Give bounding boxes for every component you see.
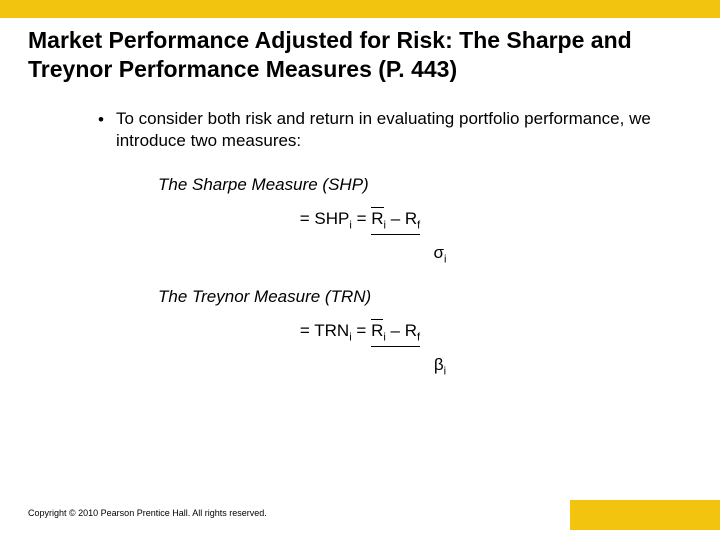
treynor-rf-sub: f: [417, 332, 420, 344]
sharpe-minus: – R: [386, 209, 417, 228]
treynor-rbar: R: [371, 321, 383, 341]
sharpe-eq: =: [352, 209, 371, 228]
bullet-marker: •: [98, 110, 104, 154]
sharpe-measure-name: The Sharpe Measure (SHP): [158, 175, 692, 195]
sharpe-rbar: R: [371, 209, 383, 229]
sharpe-formula: = SHPi = Ri – Rf: [28, 209, 692, 234]
page-title: Market Performance Adjusted for Risk: Th…: [28, 26, 692, 84]
treynor-eq: =: [352, 321, 371, 340]
top-accent-bar: [0, 0, 720, 18]
bullet-item: • To consider both risk and return in ev…: [98, 108, 662, 154]
treynor-denom-sym: β: [434, 355, 444, 374]
slide-content: Market Performance Adjusted for Risk: Th…: [0, 18, 720, 377]
sharpe-rf-sub: f: [417, 220, 420, 232]
sharpe-denom-sym: σ: [434, 243, 445, 262]
treynor-lhs: = TRN: [300, 321, 349, 340]
sharpe-denominator: σi: [28, 243, 692, 265]
copyright-text: Copyright © 2010 Pearson Prentice Hall. …: [28, 508, 267, 518]
treynor-denom-sub: i: [444, 365, 446, 377]
bullet-text: To consider both risk and return in eval…: [116, 108, 662, 154]
treynor-minus: – R: [386, 321, 417, 340]
sharpe-denom-sub: i: [444, 253, 446, 265]
sharpe-lhs: = SHP: [300, 209, 350, 228]
treynor-denominator: βi: [28, 355, 692, 377]
treynor-formula: = TRNi = Ri – Rf: [28, 321, 692, 346]
bottom-accent-bar: [570, 500, 720, 530]
treynor-measure-name: The Treynor Measure (TRN): [158, 287, 692, 307]
treynor-formula-line: = TRNi = Ri – Rf: [300, 321, 420, 346]
sharpe-numerator: Ri – Rf: [371, 209, 420, 234]
treynor-numerator: Ri – Rf: [371, 321, 420, 346]
sharpe-formula-line: = SHPi = Ri – Rf: [300, 209, 420, 234]
